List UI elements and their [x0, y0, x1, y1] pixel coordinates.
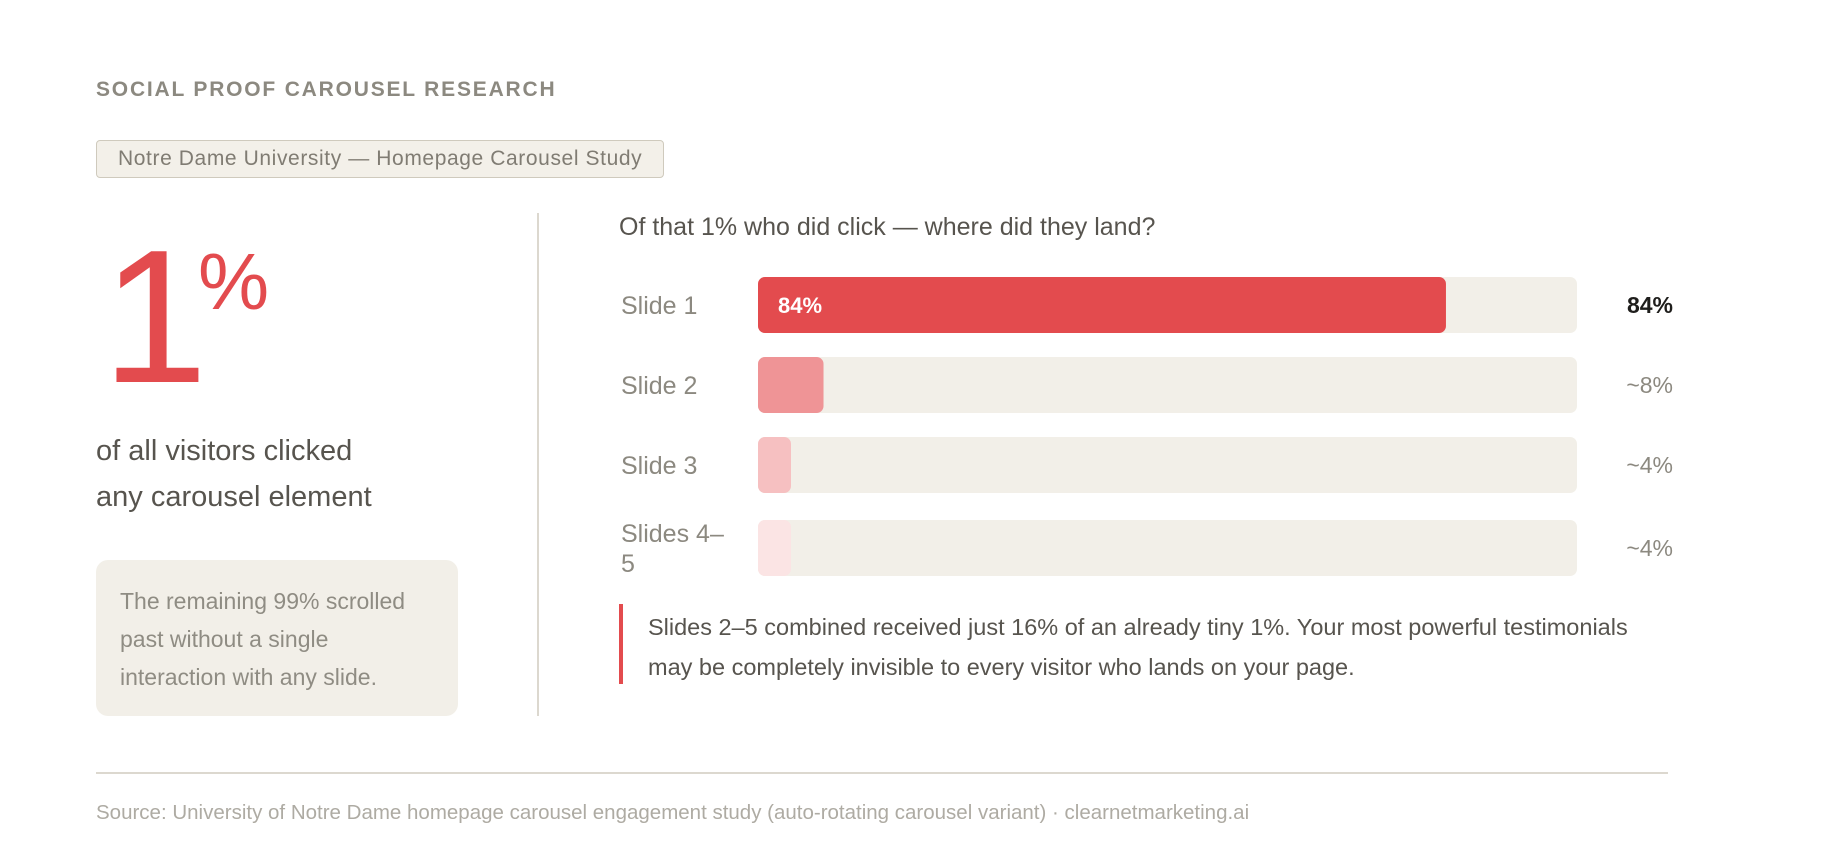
headline-stat-unit: % — [198, 237, 270, 326]
bar-category-label: Slide 2 — [621, 372, 697, 400]
chart-title: Of that 1% who did click — where did the… — [619, 213, 1156, 241]
bar-category-label: Slide 1 — [621, 292, 697, 320]
bar-value — [758, 357, 824, 413]
bar-category-label: Slides 4– 5 — [621, 520, 724, 578]
vertical-divider — [537, 213, 539, 716]
footer-divider — [96, 772, 1668, 774]
bar-value — [758, 277, 1446, 333]
bar-inline-label: 84% — [778, 293, 822, 318]
bar-value-label: ~4% — [1626, 452, 1673, 478]
bar-category-label: Slide 3 — [621, 452, 697, 480]
bar-value — [758, 520, 791, 576]
remaining-visitors-note: The remaining 99% scrolled past without … — [96, 560, 458, 716]
bar-value-label: ~4% — [1626, 535, 1673, 561]
bar-value-label: 84% — [1627, 292, 1673, 318]
insight-callout: Slides 2–5 combined received just 16% of… — [619, 604, 1669, 684]
headline-caption-line-1: of all visitors clicked — [96, 435, 353, 467]
bar-value-label: ~8% — [1626, 372, 1673, 398]
study-tag: Notre Dame University — Homepage Carouse… — [96, 140, 665, 178]
bar-track — [758, 437, 1577, 493]
bar-track — [758, 357, 1577, 413]
bar-track — [758, 520, 1577, 576]
bar-value — [758, 437, 791, 493]
section-eyebrow: SOCIAL PROOF CAROUSEL RESEARCH — [96, 78, 557, 101]
source-citation: Source: University of Notre Dame homepag… — [96, 801, 1250, 824]
headline-caption-line-2: any carousel element — [96, 481, 372, 513]
headline-stat-number: 1 — [102, 211, 208, 423]
headline-stat-caption: of all visitors clicked any carousel ele… — [96, 428, 372, 520]
